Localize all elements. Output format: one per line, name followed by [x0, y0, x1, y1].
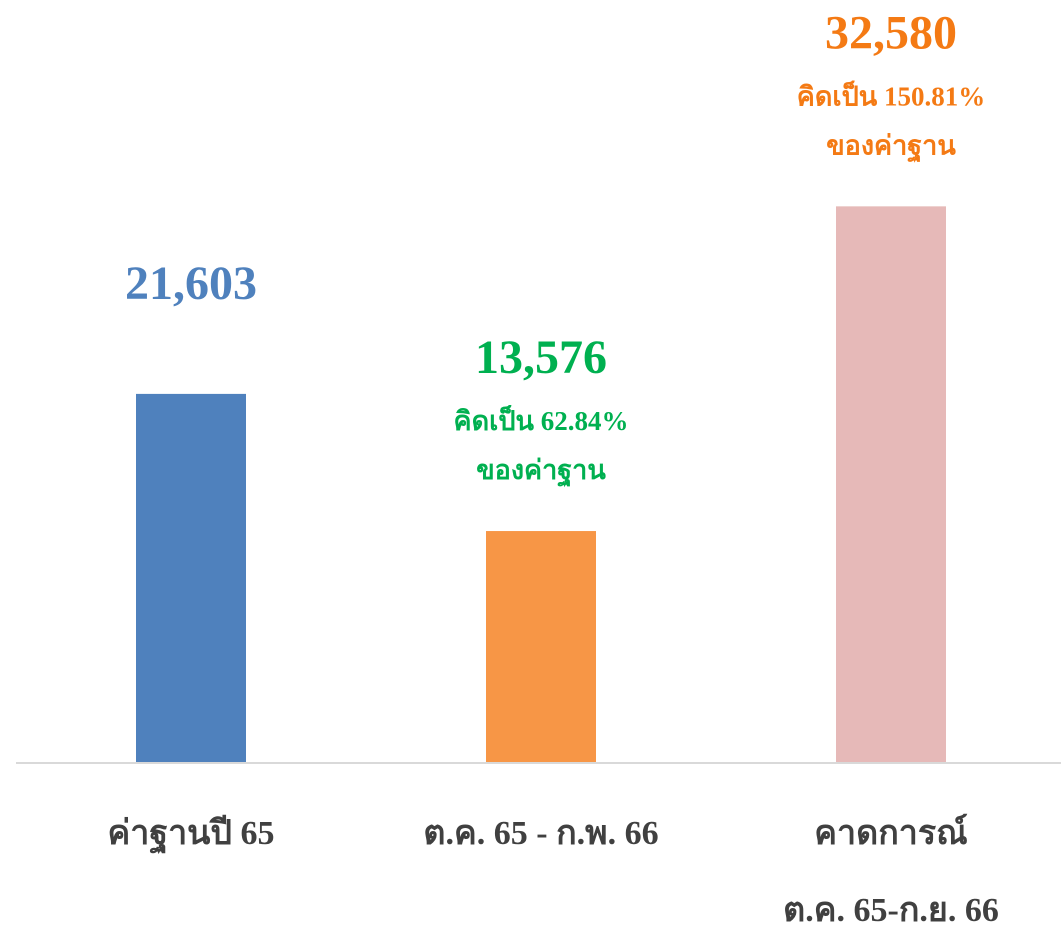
value-label: 13,576: [475, 331, 607, 384]
x-tick-label: ค่าฐานปี 65: [107, 814, 274, 855]
bar: [136, 393, 246, 763]
value-label: 32,580: [825, 6, 957, 59]
value-label: 21,603: [125, 257, 257, 310]
bar: [486, 531, 596, 763]
x-tick-label: ต.ค. 65-ก.ย. 66: [783, 892, 999, 927]
annotation: ของค่าฐาน: [476, 455, 606, 488]
annotation: ของค่าฐาน: [826, 131, 956, 164]
x-tick-label: ต.ค. 65 - ก.พ. 66: [423, 815, 658, 852]
annotation: คิดเป็น 62.84%: [454, 403, 629, 436]
x-tick-label: คาดการณ์: [814, 813, 967, 852]
bar: [836, 206, 946, 764]
annotation: คิดเป็น 150.81%: [797, 79, 985, 112]
